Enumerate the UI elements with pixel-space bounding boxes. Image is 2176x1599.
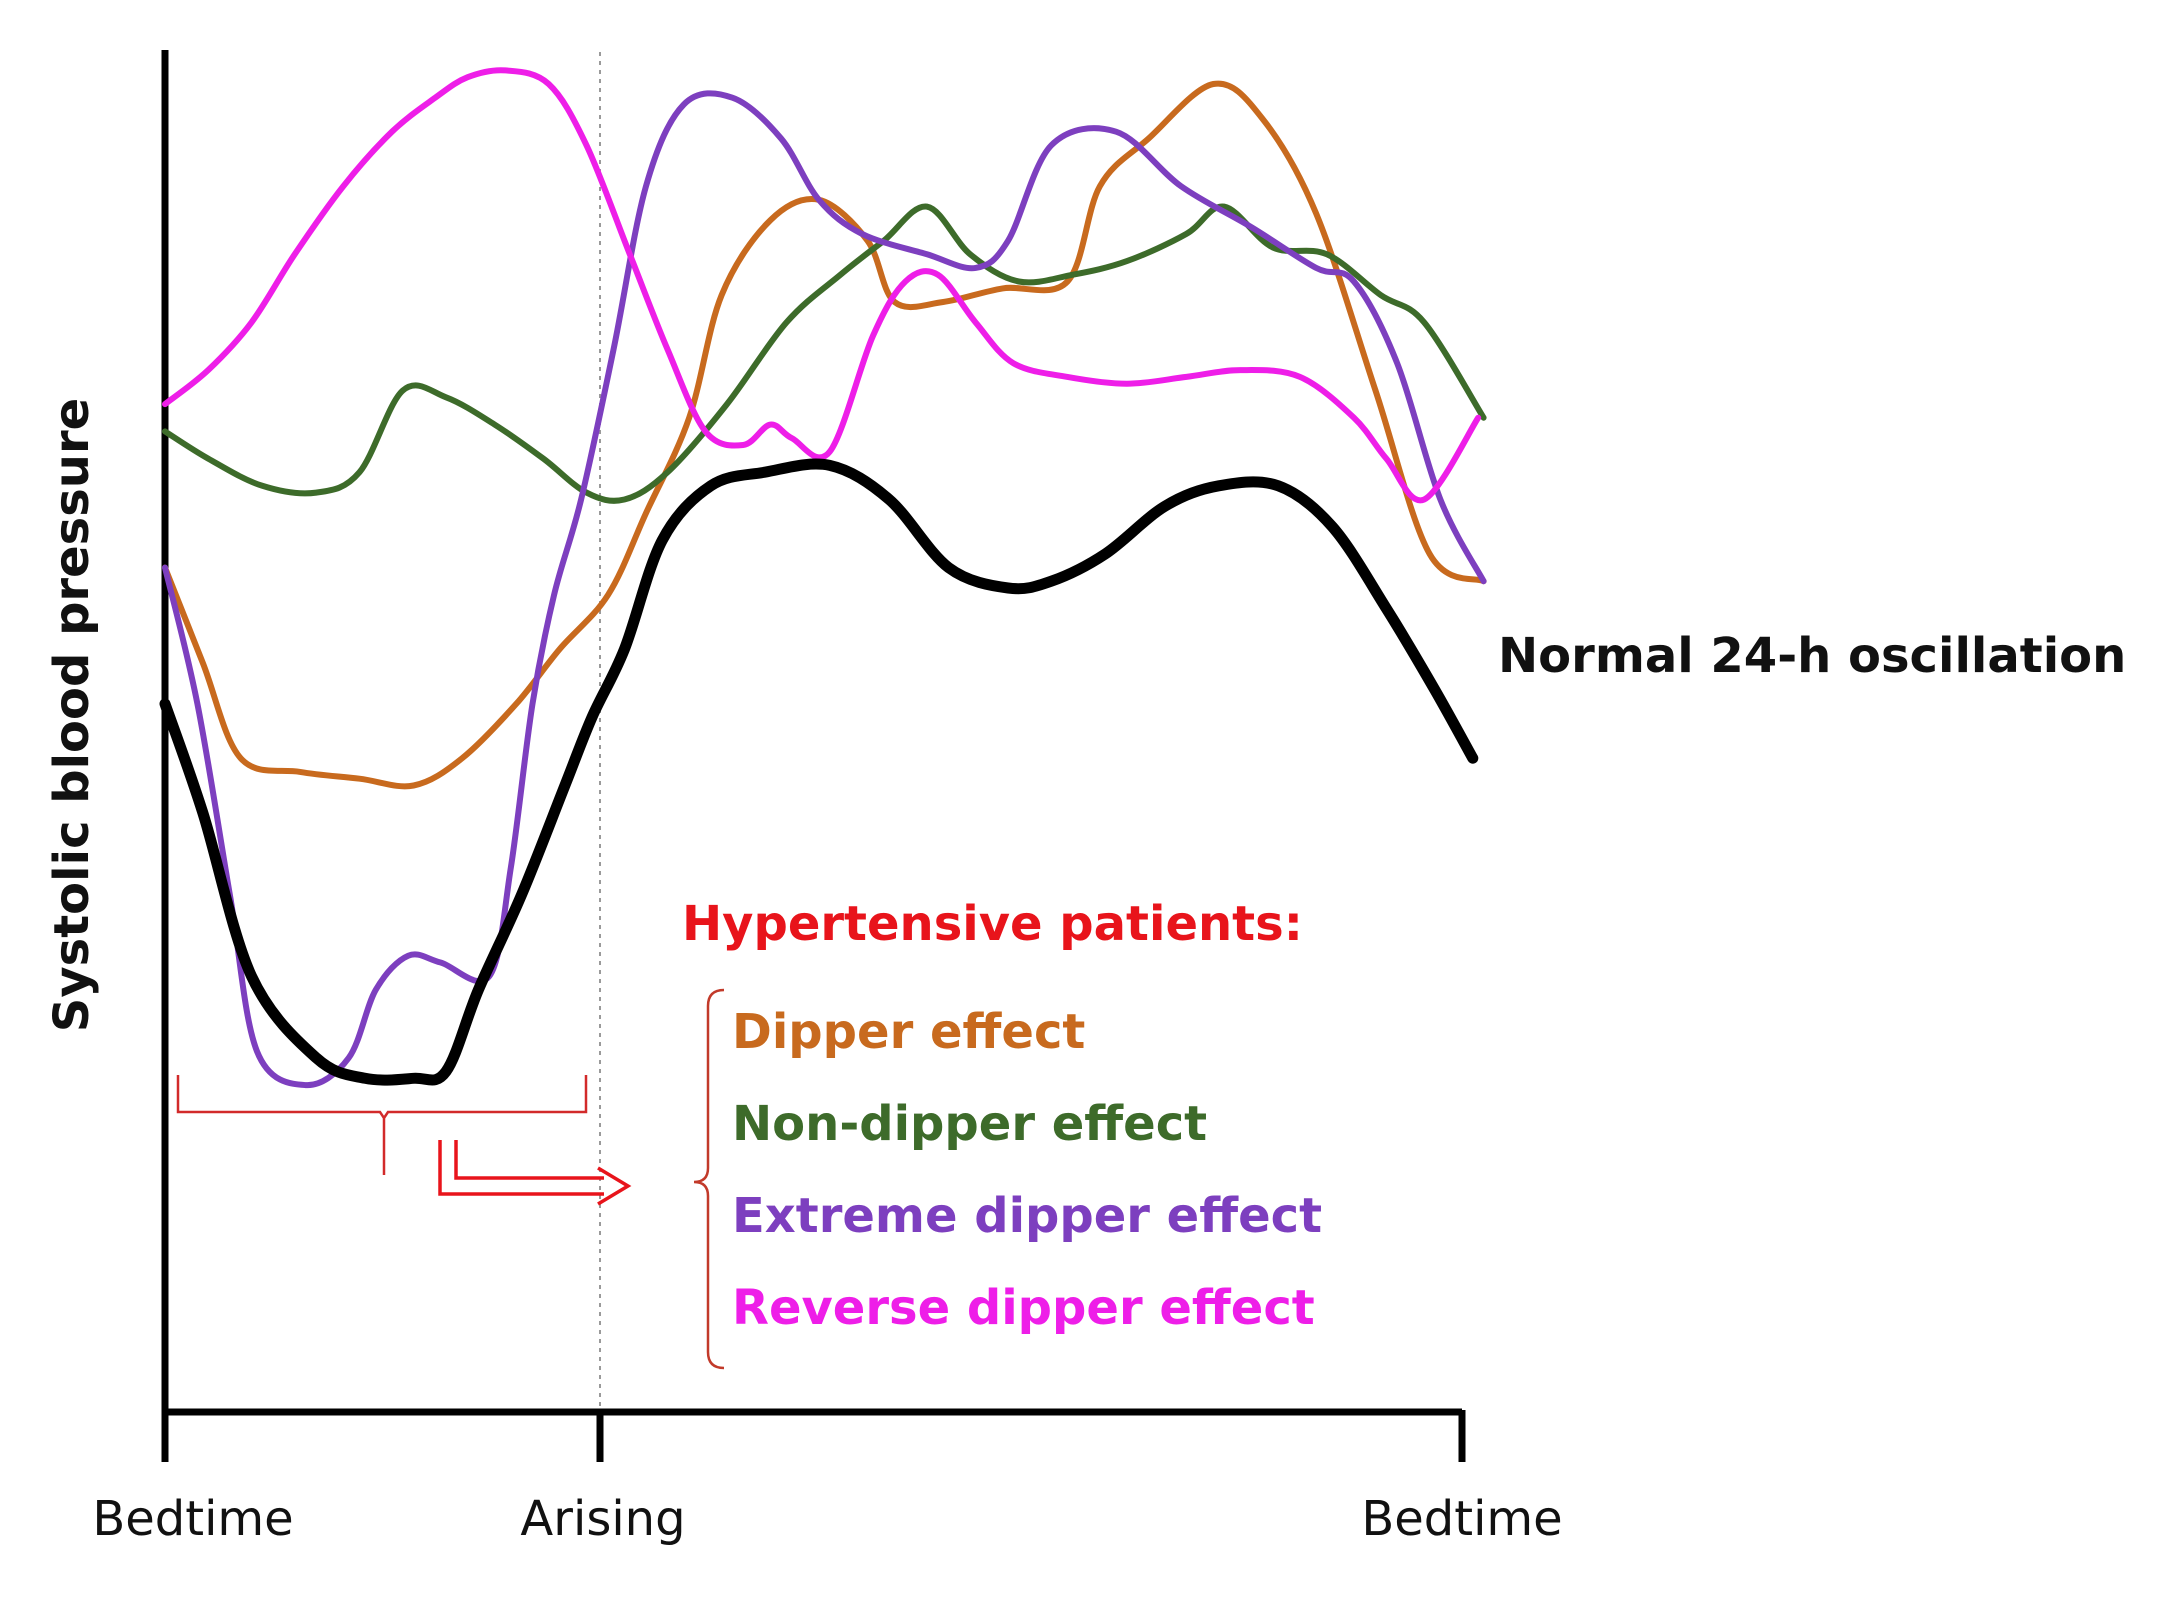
series-line-normal-24-h-oscillation [159, 458, 1479, 1086]
double-arrow [438, 1140, 632, 1206]
normal-series-label: Normal 24-h oscillation [1498, 628, 2126, 684]
x-tick-label-arising: Arising [520, 1491, 685, 1547]
y-axis-title: Systolic blood pressure [44, 398, 100, 1032]
series-line-non-dipper-effect [162, 203, 1487, 504]
legend-entry-dipper: Dipper effect [732, 1004, 1085, 1060]
legend: Hypertensive patients: Dipper effect Non… [682, 896, 1322, 1336]
legend-entry-non-dipper: Non-dipper effect [732, 1096, 1207, 1152]
series-line-dipper-effect [162, 80, 1487, 790]
night-period-brace [176, 1075, 588, 1175]
series-group [159, 67, 1487, 1089]
legend-brace [693, 988, 725, 1370]
legend-entry-reverse-dipper: Reverse dipper effect [732, 1280, 1315, 1336]
legend-title: Hypertensive patients: [682, 896, 1303, 952]
series-line-reverse-dipper-effect [162, 67, 1482, 504]
series-line-extreme-dipper-effect [162, 90, 1487, 1089]
legend-entry-extreme-dipper: Extreme dipper effect [732, 1188, 1322, 1244]
x-tick-label-bedtime-end: Bedtime [1361, 1491, 1562, 1547]
x-tick-label-bedtime-start: Bedtime [92, 1491, 293, 1547]
axes [161, 50, 1466, 1462]
